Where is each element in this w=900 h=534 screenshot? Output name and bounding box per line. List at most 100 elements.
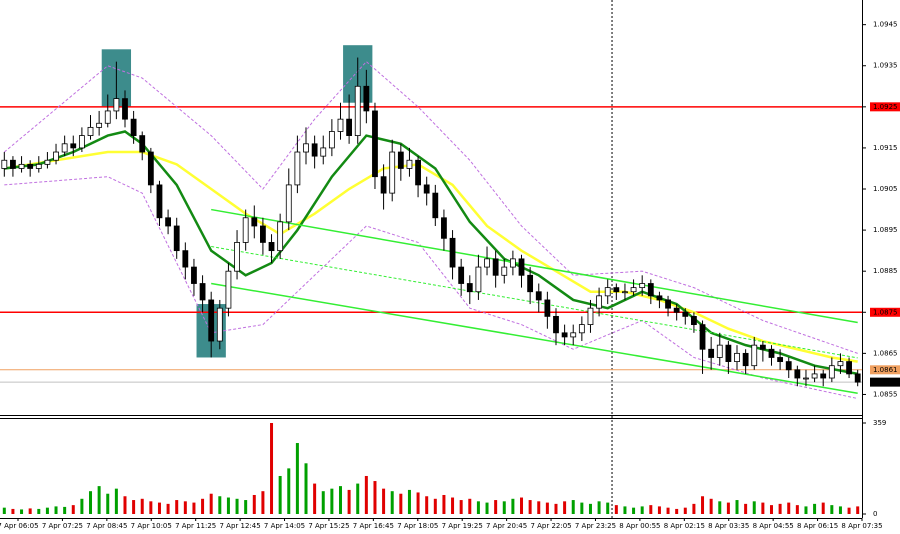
volume-bar	[407, 489, 411, 514]
volume-bar	[657, 506, 661, 514]
level-label-bg	[870, 307, 900, 317]
volume-bar	[468, 498, 472, 514]
volume-bar	[761, 502, 765, 514]
volume-bar	[338, 486, 342, 514]
volume-bar	[614, 505, 618, 514]
volume-bar	[313, 483, 317, 514]
candle-body	[596, 295, 602, 309]
candle-body	[828, 365, 835, 379]
volume-bar	[795, 505, 799, 514]
volume-bar	[830, 505, 834, 514]
volume-bar	[166, 503, 170, 514]
volume-bar	[295, 443, 299, 514]
x-tick-label: 8 Apr 03:35	[708, 522, 749, 530]
candle-body	[544, 299, 551, 317]
volume-bar	[244, 500, 248, 514]
candle-body	[492, 258, 499, 276]
candle-body	[354, 85, 361, 136]
volume-bar	[606, 502, 610, 514]
candle-body	[639, 283, 646, 289]
candle-body	[665, 299, 671, 309]
candle-body	[96, 122, 103, 128]
candle-body	[61, 143, 68, 153]
volume-bar	[218, 496, 222, 514]
x-tick-label: 8 Apr 07:35	[841, 522, 882, 530]
volume-bar	[537, 501, 541, 514]
candle-body	[165, 217, 171, 227]
volume-bar	[11, 508, 15, 514]
volume-bar	[563, 501, 567, 514]
x-tick-label: 7 Apr 08:45	[86, 522, 127, 530]
level-label: 1.0858	[873, 378, 898, 386]
candle-body	[535, 291, 542, 301]
candle-body	[311, 143, 318, 157]
x-tick-label: 8 Apr 02:15	[664, 522, 705, 530]
candle-body	[27, 163, 34, 169]
x-tick-label: 8 Apr 00:55	[619, 522, 660, 530]
candle-body	[742, 352, 749, 367]
level-label-bg	[870, 102, 900, 112]
volume-bar	[304, 463, 308, 514]
volume-bar	[804, 506, 808, 514]
candle-body	[199, 283, 206, 301]
candle-body	[44, 159, 51, 165]
volume-bar	[554, 503, 558, 514]
volume-bar	[701, 496, 705, 514]
volume-bar	[675, 508, 679, 514]
candle-body	[225, 270, 232, 309]
candle-body	[389, 151, 396, 194]
volume-bar	[63, 506, 67, 514]
candle-body	[87, 126, 94, 136]
volume-bar	[442, 494, 446, 514]
volume-bar	[485, 502, 489, 514]
candle-body	[122, 98, 128, 120]
level-label: 1.0861	[873, 366, 898, 374]
volume-bar	[54, 506, 58, 514]
candle-body	[570, 332, 577, 338]
candle-body	[234, 242, 240, 272]
candle-body	[191, 266, 197, 284]
volume-bar	[856, 506, 860, 514]
y-tick-label: 1.0895	[873, 226, 898, 234]
candle-body	[656, 295, 663, 301]
candle-body	[501, 266, 508, 276]
volume-bar	[726, 502, 730, 514]
volume-bar	[382, 488, 386, 514]
volume-tick-label: 0	[873, 510, 877, 518]
volume-bar	[157, 502, 161, 514]
candle-body	[173, 225, 180, 252]
candle-body	[509, 258, 516, 268]
candle-body	[518, 258, 525, 276]
indicator-line	[211, 282, 858, 394]
volume-bar	[183, 501, 187, 514]
volume-bar	[769, 505, 773, 514]
candle-body	[328, 131, 335, 149]
indicator-line	[4, 176, 858, 400]
candle-body	[113, 98, 120, 112]
y-tick-label: 1.0915	[873, 144, 898, 152]
candle-body	[578, 324, 585, 334]
volume-bar	[106, 493, 110, 514]
volume-bar	[649, 505, 653, 514]
volume-bar	[683, 507, 687, 514]
x-tick-label: 7 Apr 11:25	[175, 522, 216, 530]
volume-bar	[425, 496, 429, 514]
candle-body	[837, 361, 844, 367]
volume-bar	[2, 507, 6, 514]
level-label-bg	[870, 365, 900, 375]
volume-bar	[502, 501, 506, 514]
volume-bar	[321, 491, 325, 514]
candle-body	[441, 217, 447, 239]
volume-bar	[459, 500, 463, 514]
volume-bar	[149, 501, 153, 514]
volume-bar	[528, 500, 532, 514]
candle-body	[527, 274, 534, 293]
candle-body	[484, 258, 490, 268]
volume-bar	[588, 503, 592, 514]
y-tick-label: 1.0885	[873, 267, 898, 275]
candle-body	[794, 369, 801, 379]
volume-bar	[520, 497, 524, 514]
volume-bar	[597, 501, 601, 514]
candle-body	[587, 307, 594, 326]
indicator-line	[211, 208, 858, 324]
